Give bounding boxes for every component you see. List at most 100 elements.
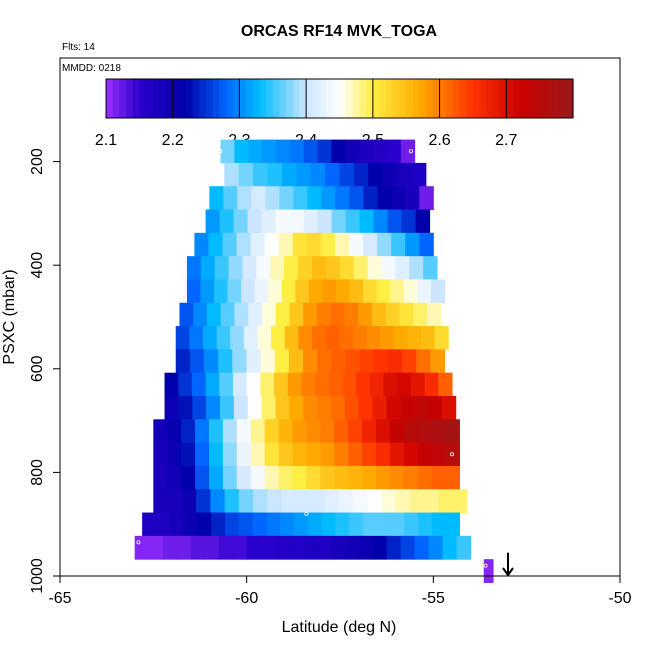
- colorbar-segment: [466, 79, 474, 118]
- heatmap-cell: [183, 512, 198, 537]
- heatmap-cell: [403, 465, 419, 490]
- heatmap-cell: [349, 512, 364, 537]
- flight-marker: [483, 563, 488, 568]
- heatmap-cell: [413, 302, 428, 327]
- heatmap-cell: [220, 139, 235, 164]
- colorbar-segment: [352, 79, 361, 118]
- colorbar-segment: [459, 79, 467, 118]
- heatmap-cell: [376, 512, 391, 537]
- heatmap-cell: [233, 395, 249, 420]
- heatmap-cell: [204, 349, 219, 374]
- x-tick-label: -60: [235, 590, 258, 607]
- heatmap-cell: [376, 279, 391, 304]
- heatmap-cell: [194, 232, 209, 257]
- heatmap-cell: [307, 186, 322, 211]
- arrow: [502, 552, 514, 577]
- heatmap-cell: [208, 419, 224, 444]
- heatmap-cell: [253, 162, 268, 187]
- heatmap-cell: [289, 139, 305, 164]
- heatmap-cell: [275, 302, 291, 327]
- heatmap-cell: [320, 465, 335, 490]
- heatmap-cell: [292, 232, 308, 257]
- heatmap-cell: [400, 139, 416, 164]
- heatmap-cell: [345, 209, 361, 234]
- y-tick-label: 400: [29, 252, 46, 279]
- heatmap-cell: [153, 419, 168, 444]
- heatmap-cell: [303, 395, 318, 420]
- heatmap-cell: [391, 232, 406, 257]
- heatmap-cell: [248, 302, 263, 327]
- heatmap-cell: [220, 302, 235, 327]
- heatmap-cell: [267, 489, 283, 514]
- heatmap-cell: [211, 512, 226, 537]
- colorbar-segment: [312, 79, 321, 118]
- heatmap-cell: [344, 535, 360, 560]
- heatmap-cell: [261, 209, 277, 234]
- heatmap-cell: [389, 419, 405, 444]
- heatmap-cell: [148, 535, 164, 560]
- colorbar-segment: [112, 79, 120, 118]
- heatmap-cell: [362, 512, 378, 537]
- colorbar-segment: [219, 79, 227, 118]
- heatmap-cell: [363, 186, 378, 211]
- heatmap-cell: [417, 419, 433, 444]
- heatmap-cell: [189, 326, 204, 350]
- heatmap-cell: [219, 209, 235, 234]
- heatmap-cell: [372, 395, 387, 420]
- colorbar-segment: [139, 79, 147, 118]
- heatmap-cell: [278, 232, 294, 257]
- heatmap-cell: [308, 279, 324, 304]
- heatmap-cell: [335, 512, 350, 537]
- heatmap-cell: [260, 372, 275, 397]
- heatmap-cell: [281, 489, 297, 514]
- heatmap-cell: [345, 349, 361, 374]
- colorbar-segment: [239, 79, 247, 118]
- heatmap-cell: [407, 326, 422, 350]
- heatmap-cell: [381, 489, 397, 514]
- heatmap-cell: [246, 349, 262, 374]
- colorbar-segment: [306, 79, 314, 118]
- colorbar-segment: [106, 79, 114, 118]
- heatmap-cell: [186, 256, 202, 280]
- heatmap-cell: [310, 489, 325, 514]
- heatmap-cell: [181, 465, 196, 490]
- colorbar-segment: [559, 79, 567, 118]
- y-axis-title: PSXC (mbar): [1, 269, 18, 364]
- colorbar-segment: [146, 79, 154, 118]
- heatmap-cell: [438, 489, 454, 514]
- heatmap-cell: [222, 419, 238, 444]
- heatmap-cell: [331, 139, 346, 164]
- heatmap-cell: [310, 162, 326, 187]
- heatmap-cell: [214, 256, 230, 280]
- colorbar-segment: [379, 79, 387, 118]
- heatmap-cell: [373, 139, 388, 164]
- heatmap-cell: [142, 512, 157, 537]
- heatmap-cell: [261, 302, 277, 327]
- heatmap-cell: [167, 489, 183, 514]
- heatmap-cell: [377, 186, 392, 211]
- heatmap-cell: [190, 535, 206, 560]
- heatmap-cell: [268, 279, 283, 304]
- axes: -65 -60 -55 -50 200 400 600 800 1000: [29, 148, 632, 607]
- heatmap-cell: [278, 442, 293, 467]
- colorbar-segment: [546, 79, 554, 118]
- heatmap-cell: [321, 512, 336, 537]
- heatmap-cell: [368, 162, 384, 187]
- heatmap-cell: [175, 349, 191, 374]
- colorbar-segment: [412, 79, 421, 118]
- heatmap-cell: [303, 302, 318, 327]
- heatmap-cell: [415, 209, 431, 234]
- heatmap-cell: [359, 209, 375, 234]
- heatmap-cell: [362, 442, 377, 467]
- heatmap-cell: [281, 162, 297, 187]
- heatmap-cell: [208, 442, 224, 467]
- heatmap-cell: [227, 279, 242, 304]
- heatmap-cell: [403, 279, 418, 304]
- heatmap-cell: [155, 512, 171, 537]
- date-note: MMDD: 0218: [62, 63, 121, 74]
- heatmap-cell: [134, 535, 150, 560]
- heatmap-cell: [445, 419, 460, 444]
- y-tick-label: 200: [29, 148, 46, 175]
- colorbar: 2.12.22.32.42.52.62.7: [95, 78, 574, 149]
